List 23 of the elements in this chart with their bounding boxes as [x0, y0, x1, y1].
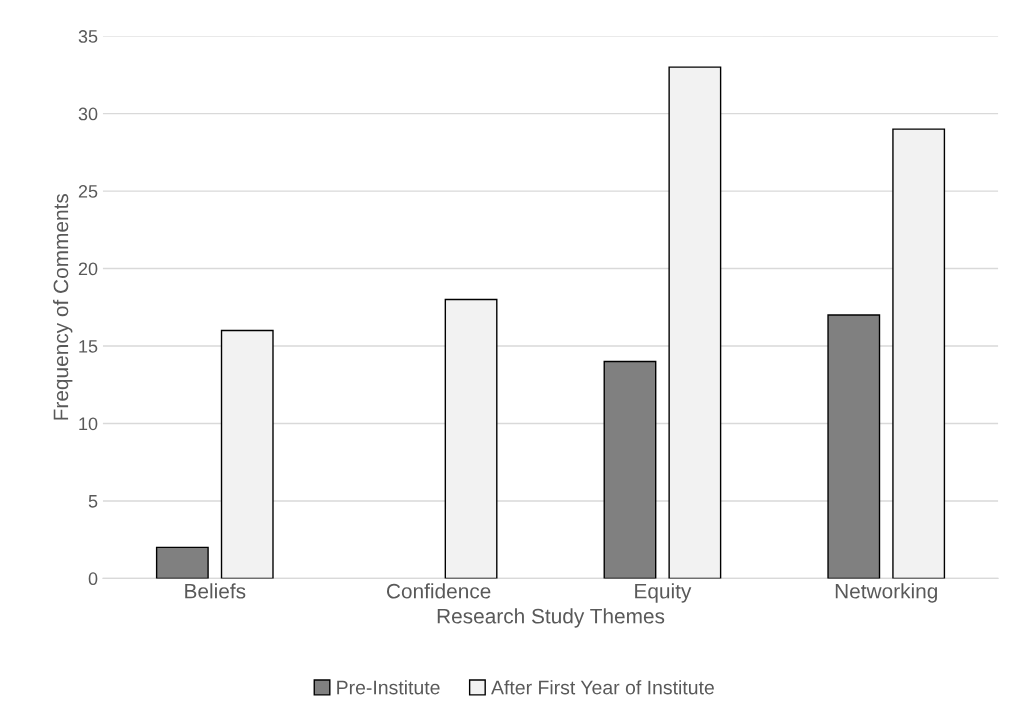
- x-axis-title: Research Study Themes: [437, 608, 665, 628]
- bar: [668, 66, 722, 579]
- y-tick-label: 25: [78, 185, 98, 198]
- bar: [220, 329, 274, 579]
- x-tick-label: Networking: [835, 583, 937, 603]
- legend-label: After First Year of Institute: [491, 680, 714, 695]
- y-tick-label: 5: [88, 495, 98, 508]
- bar: [155, 546, 209, 579]
- y-tick-label: 15: [79, 340, 98, 353]
- x-tick-label: Confidence: [386, 583, 491, 599]
- y-tick-label: 0: [88, 572, 98, 586]
- y-tick-label: 10: [79, 417, 98, 431]
- bar: [892, 128, 946, 579]
- legend-label: Pre-Institute: [337, 680, 440, 695]
- y-axis-title: Frequency of Comments: [53, 193, 73, 420]
- bar: [444, 298, 498, 579]
- bar: [827, 314, 881, 579]
- bar: [603, 360, 657, 579]
- y-tick-label: 35: [78, 30, 98, 43]
- y-tick-label: 20: [78, 262, 98, 276]
- x-tick-label: Equity: [635, 583, 692, 603]
- y-tick-label: 30: [78, 107, 98, 121]
- x-tick-label: Beliefs: [185, 583, 246, 599]
